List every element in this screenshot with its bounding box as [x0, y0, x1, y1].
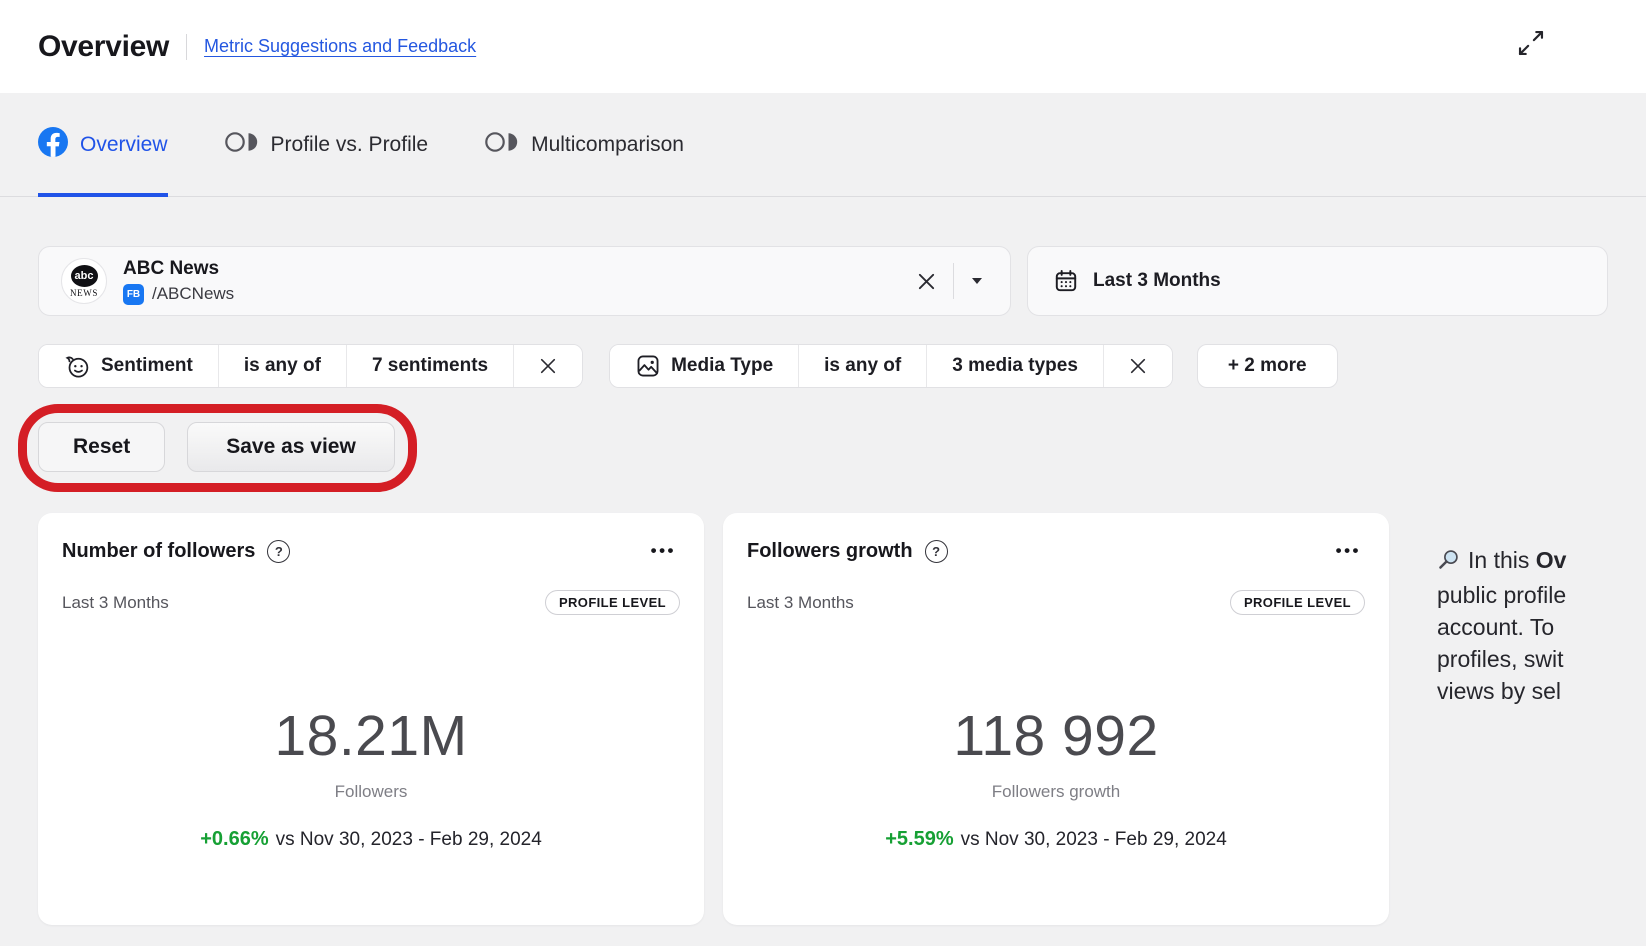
card-period: Last 3 Months — [62, 592, 169, 612]
close-icon — [918, 273, 935, 289]
filter-operator-label: is any of — [824, 355, 902, 376]
facebook-network-badge: FB — [123, 283, 144, 305]
profile-level-badge: PROFILE LEVEL — [1229, 590, 1365, 615]
tab-overview[interactable]: Overview — [38, 93, 168, 197]
metric-label: Followers growth — [991, 782, 1121, 801]
tab-label: Overview — [80, 132, 168, 156]
filter-field-label: Media Type — [671, 355, 774, 376]
expand-icon — [1518, 30, 1544, 56]
save-as-view-button[interactable]: Save as view — [187, 422, 395, 472]
content-area: abc NEWS ABC News FB /ABCNews — [0, 246, 1646, 925]
profile-name: ABC News — [123, 257, 220, 279]
comparison-period: vs Nov 30, 2023 - Feb 29, 2024 — [275, 829, 542, 850]
delta-percentage: +5.59% — [885, 828, 954, 850]
filter-field-label: Sentiment — [101, 355, 193, 376]
control-divider — [953, 263, 954, 299]
profile-level-badge: PROFILE LEVEL — [544, 590, 680, 615]
avatar-subtext: NEWS — [70, 287, 98, 298]
page-header: Overview Metric Suggestions and Feedback — [0, 0, 1646, 93]
tab-profile-vs-profile[interactable]: Profile vs. Profile — [224, 93, 429, 196]
more-filters-button[interactable]: + 2 more — [1196, 344, 1338, 388]
filter-value-label: 7 sentiments — [371, 355, 489, 376]
filter-value-button[interactable]: 7 sentiments — [346, 345, 515, 387]
metric-value: 118 992 — [953, 704, 1159, 768]
comparison-period: vs Nov 30, 2023 - Feb 29, 2024 — [960, 829, 1227, 850]
filter-field-button[interactable]: Media Type — [610, 345, 800, 387]
card-title: Number of followers — [62, 539, 256, 562]
filter-value-label: 3 media types — [952, 355, 1078, 376]
metric-card-followers-growth: Followers growth ? ••• Last 3 Months PRO… — [723, 513, 1389, 925]
tab-label: Multicomparison — [531, 132, 684, 156]
avatar: abc NEWS — [61, 258, 107, 304]
help-icon[interactable]: ? — [267, 539, 291, 563]
help-icon[interactable]: ? — [924, 539, 948, 563]
info-note-line: profiles, swit — [1437, 646, 1564, 672]
date-range-selector[interactable]: Last 3 Months — [1027, 246, 1608, 316]
profile-handle: /ABCNews — [152, 284, 235, 303]
filter-remove-button[interactable] — [1103, 345, 1172, 387]
filter-remove-button[interactable] — [514, 345, 583, 387]
close-icon — [541, 358, 556, 374]
info-note-line: views by sel — [1437, 678, 1561, 704]
card-title: Followers growth — [747, 539, 913, 562]
profile-selector[interactable]: abc NEWS ABC News FB /ABCNews — [38, 246, 1011, 316]
calendar-icon — [1055, 270, 1077, 292]
reset-button[interactable]: Reset — [38, 422, 166, 472]
filter-operator-button[interactable]: is any of — [799, 345, 928, 387]
page-title: Overview — [38, 29, 170, 63]
comparison-icon — [485, 130, 519, 160]
media-type-icon — [637, 355, 659, 377]
info-note-line: In this Ov — [1437, 544, 1646, 579]
cards-row: Number of followers ? ••• Last 3 Months … — [38, 513, 1608, 925]
metric-card-number-of-followers: Number of followers ? ••• Last 3 Months … — [38, 513, 704, 925]
info-note-line: account. To — [1437, 614, 1555, 640]
info-note-line: public profile — [1437, 582, 1567, 608]
filter-media-type: Media Type is any of 3 media types — [609, 344, 1173, 388]
sentiment-icon — [65, 356, 89, 377]
metric-label: Followers — [334, 782, 408, 801]
tab-bar: Overview Profile vs. Profile Multicompar… — [0, 93, 1646, 197]
filter-operator-label: is any of — [243, 355, 321, 376]
metric-value: 18.21M — [274, 704, 468, 768]
analytics-overview-page: Overview Metric Suggestions and Feedback… — [0, 0, 1646, 925]
tab-label: Profile vs. Profile — [270, 132, 429, 156]
filter-operator-button[interactable]: is any of — [218, 345, 347, 387]
actions-row: Reset Save as view — [38, 422, 1608, 472]
date-range-label: Last 3 Months — [1093, 270, 1221, 291]
header-divider — [186, 33, 188, 60]
filter-sentiment: Sentiment is any of 7 sentiments — [38, 344, 584, 388]
card-menu-button[interactable]: ••• — [1335, 541, 1361, 560]
filter-value-button[interactable]: 3 media types — [927, 345, 1104, 387]
delta-percentage: +0.66% — [200, 828, 269, 850]
tab-multicomparison[interactable]: Multicomparison — [485, 93, 684, 196]
close-icon — [1130, 358, 1145, 374]
card-menu-button[interactable]: ••• — [650, 541, 676, 560]
expand-button[interactable] — [1516, 28, 1546, 61]
selector-row: abc NEWS ABC News FB /ABCNews — [38, 246, 1608, 316]
chevron-down-icon — [972, 278, 982, 284]
comparison-icon — [224, 130, 259, 160]
info-note: In this Ov public profile account. To pr… — [1437, 544, 1646, 707]
profile-info: ABC News FB /ABCNews — [123, 258, 234, 305]
facebook-icon — [38, 126, 68, 163]
filter-field-button[interactable]: Sentiment — [39, 345, 219, 387]
filter-row: Sentiment is any of 7 sentiments — [38, 344, 1608, 388]
card-period: Last 3 Months — [747, 592, 854, 612]
profile-dropdown-button[interactable] — [966, 272, 988, 290]
magnifier-icon — [1437, 547, 1460, 579]
avatar-text: abc — [70, 264, 98, 287]
metric-suggestions-link[interactable]: Metric Suggestions and Feedback — [204, 36, 477, 56]
remove-profile-button[interactable] — [912, 267, 941, 296]
